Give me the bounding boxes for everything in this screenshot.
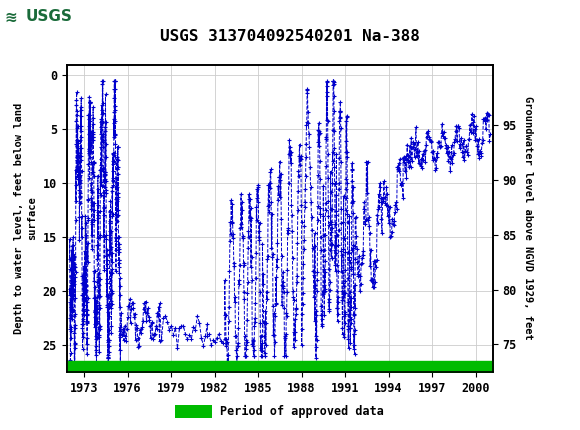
Text: Period of approved data: Period of approved data	[219, 405, 383, 418]
Text: USGS 313704092540201 Na-388: USGS 313704092540201 Na-388	[160, 29, 420, 44]
Bar	[3, 3, 70, 32]
Bar	[175, 405, 212, 418]
Text: ≋: ≋	[5, 9, 17, 25]
Y-axis label: Depth to water level, feet below land
surface: Depth to water level, feet below land su…	[14, 103, 37, 334]
Text: USGS: USGS	[26, 9, 73, 25]
Y-axis label: Groundwater level above NGVD 1929, feet: Groundwater level above NGVD 1929, feet	[523, 96, 532, 340]
